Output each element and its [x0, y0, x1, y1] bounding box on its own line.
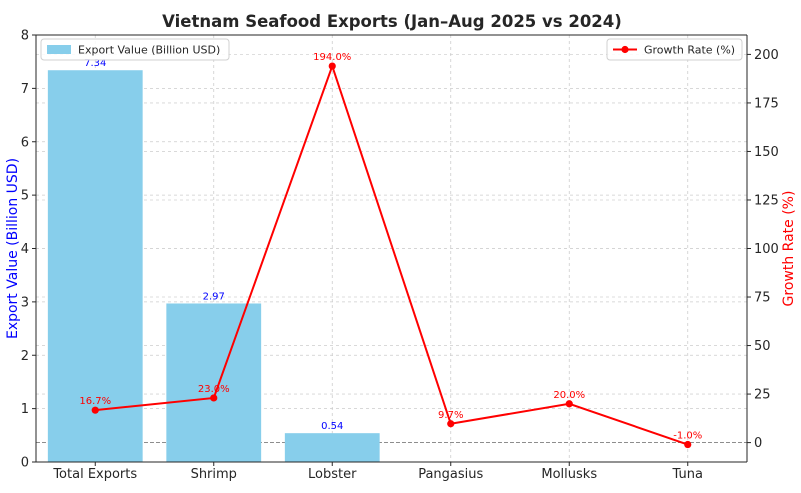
y-tick-label-left: 4 — [21, 242, 29, 257]
y-tick-label-right: 200 — [754, 48, 779, 63]
bar-value-label: 7.34 — [84, 58, 106, 69]
legend-label-line: Growth Rate (%) — [644, 44, 735, 57]
chart-title: Vietnam Seafood Exports (Jan–Aug 2025 vs… — [162, 12, 622, 31]
growth-rate-point — [684, 440, 692, 449]
growth-rate-label: 9.7% — [438, 410, 463, 421]
growth-rate-point — [210, 394, 218, 402]
bar-value-label: 2.97 — [203, 291, 225, 302]
x-tick-label: Tuna — [672, 467, 703, 482]
y-axis-label-left: Export Value (Billion USD) — [5, 158, 21, 339]
legend-swatch-marker — [621, 45, 629, 54]
growth-rate-point — [565, 400, 573, 408]
y-tick-label-right: 50 — [754, 339, 771, 354]
growth-rate-label: 16.7% — [79, 396, 111, 407]
growth-rate-line — [95, 62, 689, 446]
legend-swatch-bar — [47, 45, 71, 54]
y-tick-label-left: 5 — [21, 189, 29, 204]
y-tick-label-left: 7 — [21, 82, 29, 97]
growth-rate-point — [447, 420, 455, 428]
bar — [166, 303, 262, 462]
legend-bars: Export Value (Billion USD) — [40, 38, 230, 61]
y-tick-label-left: 1 — [21, 402, 29, 417]
y-tick-label-left: 8 — [21, 29, 29, 44]
y-tick-label-left: 2 — [21, 349, 29, 364]
y-tick-label-right: 125 — [754, 193, 779, 208]
growth-rate-point — [328, 62, 336, 70]
x-tick-label: Mollusks — [541, 467, 597, 482]
legend-box — [40, 38, 230, 61]
growth-rate-label: 194.0% — [313, 52, 351, 63]
x-tick-label: Lobster — [308, 467, 357, 482]
bars — [47, 70, 380, 462]
y-tick-label-right: 150 — [754, 145, 779, 160]
y-tick-label-right: 100 — [754, 242, 779, 257]
legend-label-bar: Export Value (Billion USD) — [78, 44, 220, 57]
bar — [47, 70, 143, 462]
growth-rate-label: 23.0% — [198, 384, 230, 395]
y-tick-label-right: 175 — [754, 96, 779, 111]
bar — [284, 433, 380, 462]
x-tick-label: Pangasius — [418, 467, 483, 482]
y-tick-label-right: 75 — [754, 291, 771, 306]
growth-rate-label: -1.0% — [673, 431, 702, 442]
y-axis-label-right: Growth Rate (%) — [781, 191, 797, 307]
axes: 0 1 2 3 4 5 6 7 8 0 25 50 75 100 125 150 175 200 Total Exp… — [21, 29, 779, 483]
x-tick-label: Shrimp — [191, 467, 237, 482]
legend-line: Growth Rate (%) — [606, 38, 743, 61]
growth-rate-point — [91, 406, 99, 414]
y-tick-label-left: 0 — [21, 456, 29, 471]
growth-line — [91, 62, 692, 449]
y-tick-label-left: 3 — [21, 295, 29, 310]
x-tick-label: Total Exports — [52, 467, 137, 482]
bar-value-label: 0.54 — [321, 421, 343, 432]
legend-box — [606, 38, 743, 61]
y-tick-label-right: 25 — [754, 388, 771, 403]
y-tick-label-left: 6 — [21, 135, 29, 150]
data-labels: 7.34 2.97 0.54 16.7% 23.0% 194.0% 9.7% 20.0% -1.… — [79, 52, 702, 441]
growth-rate-label: 20.0% — [553, 390, 585, 401]
y-tick-label-right: 0 — [754, 436, 762, 451]
